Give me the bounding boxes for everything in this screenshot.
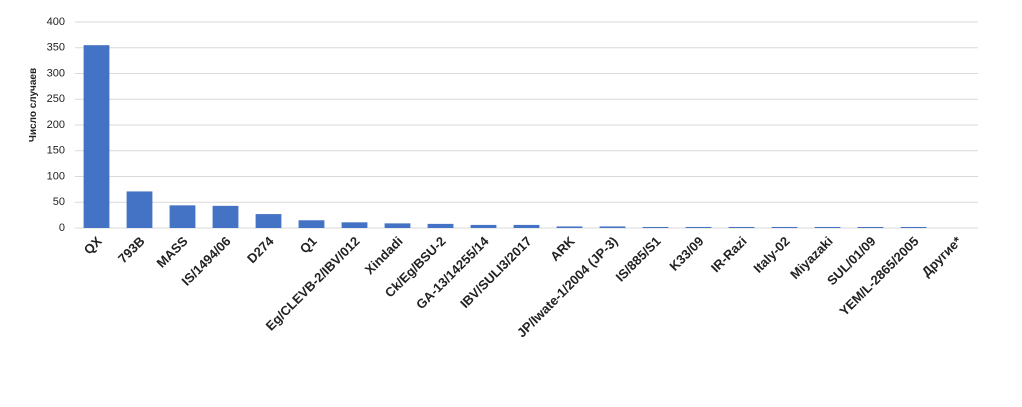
bar [857, 226, 884, 228]
x-tick-label: MASS [153, 233, 190, 270]
bar [685, 226, 712, 228]
bar [341, 222, 368, 228]
bar [298, 220, 325, 228]
x-tick-label: K33/09 [666, 234, 706, 274]
x-tick-label: Q1 [297, 234, 320, 257]
y-tick-label: 350 [47, 42, 65, 54]
x-tick-label: ARK [547, 233, 578, 264]
x-tick-label: QX [81, 233, 105, 257]
bar [814, 226, 841, 228]
x-tick-label: IS/885/S1 [613, 234, 664, 285]
y-tick-label: 200 [47, 119, 65, 131]
x-tick-label: Другие* [919, 233, 966, 280]
x-tick-label: YEM/L-2865/2005 [836, 234, 921, 319]
y-tick-label: 0 [59, 222, 65, 234]
bar [427, 223, 454, 228]
bar [599, 226, 626, 228]
bar [83, 45, 110, 228]
bar [212, 205, 239, 228]
x-tick-label: Xindadi [362, 234, 406, 278]
y-axis-label: Число случаев [28, 68, 39, 142]
bar [169, 205, 196, 228]
y-tick-label: 400 [47, 16, 65, 28]
bar [513, 224, 540, 228]
bar [255, 214, 282, 228]
y-tick-label: 50 [53, 196, 65, 208]
x-tick-label: D274 [244, 233, 277, 266]
y-tick-label: 100 [47, 170, 65, 182]
bar [470, 224, 497, 228]
x-tick-label: Italy-02 [750, 234, 792, 276]
y-tick-label: 150 [47, 145, 65, 157]
x-tick-label: GA-13/14255/14 [413, 233, 492, 312]
y-tick-label: 300 [47, 67, 65, 79]
x-tick-label: 793B [115, 234, 148, 267]
y-tick-label: 250 [47, 93, 65, 105]
bar [384, 223, 411, 228]
bar [771, 226, 798, 228]
bar [126, 191, 153, 228]
bar [900, 226, 927, 228]
x-tick-label: IR-Razi [708, 234, 750, 276]
bar [642, 226, 669, 228]
bar [556, 226, 583, 228]
bar [728, 226, 755, 228]
